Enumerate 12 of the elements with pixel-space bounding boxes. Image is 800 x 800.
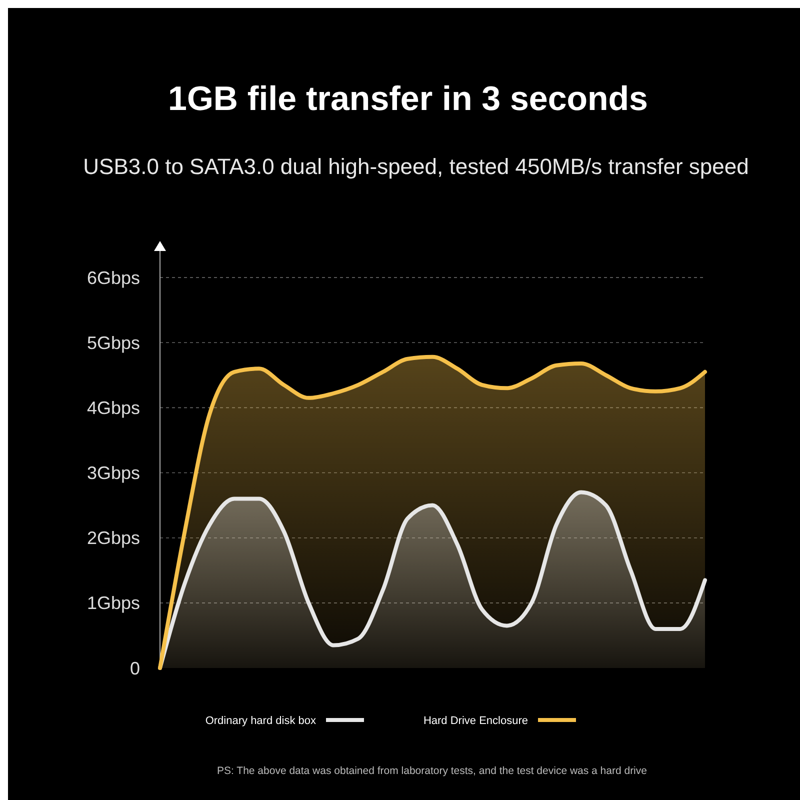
legend-label: Ordinary hard disk box <box>205 715 316 727</box>
chart-subtitle: USB3.0 to SATA3.0 dual high-speed, tested 450MB/s transfer speed <box>83 154 749 179</box>
y-tick-label: 4Gbps <box>86 398 140 418</box>
y-tick-label: 5Gbps <box>86 332 140 353</box>
legend-label: Hard Drive Enclosure <box>423 715 528 727</box>
y-tick-label: 6Gbps <box>86 268 140 288</box>
text: PS: The above data was obtained from laboratory tests, and the test device was a hard drive <box>217 765 648 777</box>
y-tick-label: 2Gbps <box>86 528 140 548</box>
y-tick-label: 3Gbps <box>86 463 140 484</box>
y-tick-label: 0 <box>130 658 140 678</box>
chart-title: 1GB file transfer in 3 seconds <box>168 80 648 118</box>
y-tick-label: 1Gbps <box>86 593 140 614</box>
